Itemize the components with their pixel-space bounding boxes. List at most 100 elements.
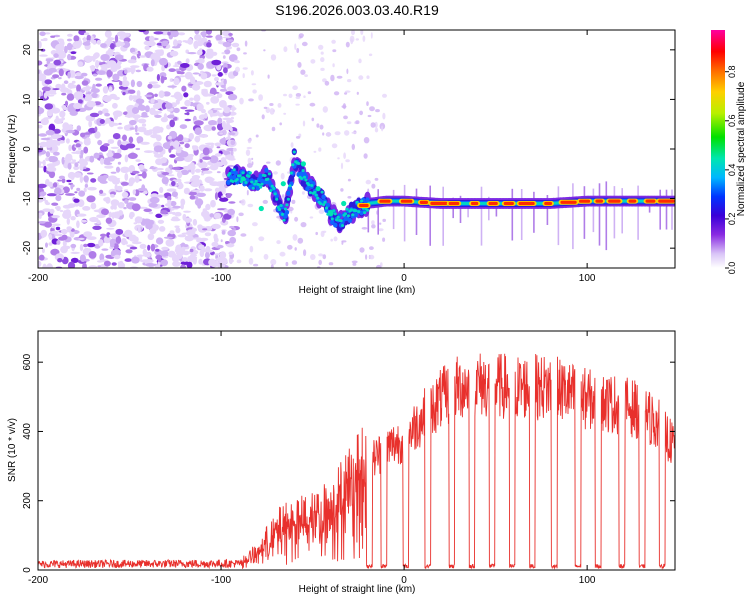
noise-blob	[43, 165, 47, 173]
noise-blob	[43, 92, 48, 99]
noise-blob	[38, 254, 45, 261]
noise-blob	[251, 83, 257, 86]
signal-band	[283, 213, 288, 219]
noise-blob	[315, 231, 319, 236]
noise-blob	[99, 119, 105, 124]
noise-blob	[208, 258, 217, 267]
x-tick-label: 0	[401, 575, 407, 586]
noise-blob	[356, 91, 359, 95]
noise-blob	[200, 31, 207, 36]
noise-blob	[90, 35, 95, 44]
noise-blob	[276, 240, 281, 245]
noise-blob	[54, 134, 63, 139]
signal-band	[319, 202, 323, 206]
signal-band	[353, 212, 358, 218]
noise-blob	[146, 66, 154, 72]
noise-blob	[208, 120, 217, 126]
noise-blob	[176, 60, 182, 65]
noise-blob	[336, 75, 343, 79]
noise-blob	[217, 112, 224, 117]
noise-blob	[363, 153, 368, 159]
noise-blob	[325, 132, 332, 137]
noise-blob	[51, 202, 59, 206]
noise-blob	[287, 244, 293, 250]
noise-blob	[196, 103, 204, 112]
noise-blob	[62, 204, 72, 209]
noise-blob	[61, 178, 66, 184]
noise-blob	[136, 254, 145, 257]
noise-blob	[310, 254, 316, 260]
noise-blob	[295, 136, 301, 139]
noise-blob	[330, 238, 334, 242]
noise-blob	[147, 244, 151, 251]
noise-blob	[217, 117, 223, 124]
noise-blob	[169, 200, 177, 207]
noise-blob	[159, 226, 166, 232]
noise-blob	[316, 123, 320, 128]
noise-blob	[76, 84, 82, 93]
noise-blob	[177, 234, 187, 238]
noise-blob	[331, 39, 336, 44]
snr-ticks: -200 -100 0 100 0 200 400 600	[22, 331, 675, 586]
noise-blob	[376, 264, 382, 268]
noise-blob	[222, 41, 232, 48]
noise-blob	[186, 229, 196, 236]
noise-blob	[70, 216, 76, 221]
noise-blob	[277, 103, 282, 108]
noise-blob	[128, 177, 136, 185]
noise-blob	[138, 164, 145, 171]
noise-blob	[347, 178, 351, 182]
noise-blob	[181, 85, 187, 92]
noise-blob	[167, 114, 175, 119]
noise-blob	[301, 41, 308, 47]
noise-blob	[138, 30, 146, 33]
signal-streak	[592, 188, 595, 233]
signal-band	[232, 168, 236, 172]
noise-blob	[258, 94, 263, 101]
noise-blob	[95, 77, 103, 81]
x-tick-label: 100	[579, 575, 596, 586]
colorbar-tick-label: 0.2	[727, 213, 737, 226]
noise-blob	[245, 149, 251, 156]
noise-blob	[79, 244, 84, 252]
noise-blob	[167, 174, 175, 177]
noise-blob	[127, 59, 137, 64]
noise-blob	[371, 220, 375, 225]
noise-blob	[157, 171, 162, 175]
signal-band	[339, 219, 343, 223]
signal-band	[258, 173, 263, 179]
noise-blob	[216, 171, 221, 174]
noise-blob	[73, 102, 83, 110]
noise-blob	[332, 63, 335, 68]
noise-blob	[124, 241, 128, 245]
noise-blob	[44, 221, 52, 228]
noise-blob	[382, 237, 386, 242]
noise-blob	[228, 251, 234, 256]
signal-band	[357, 210, 361, 214]
noise-blob	[178, 75, 186, 78]
noise-blob	[347, 79, 352, 83]
noise-blob	[96, 214, 106, 219]
noise-blob	[167, 31, 171, 36]
noise-blob	[58, 175, 65, 180]
noise-blob	[153, 145, 164, 153]
noise-blob	[108, 233, 119, 238]
noise-blob	[194, 168, 201, 173]
noise-blob	[155, 237, 164, 245]
noise-blob	[214, 153, 222, 157]
noise-blob	[250, 70, 254, 76]
signal-band	[285, 203, 289, 207]
noise-blob	[155, 213, 163, 218]
noise-blob	[258, 236, 265, 242]
noise-blob	[70, 184, 75, 188]
noise-blob	[290, 142, 294, 148]
signal-band	[278, 208, 282, 212]
noise-blob	[135, 132, 140, 135]
noise-blob	[280, 172, 285, 180]
snr-panel: -200 -100 0 100 0 200 400 600 Height of straigh…	[7, 330, 676, 595]
noise-blob	[322, 132, 325, 136]
noise-blob	[381, 125, 384, 132]
noise-blob	[38, 133, 47, 137]
noise-blob	[184, 118, 192, 122]
noise-blob	[117, 139, 122, 147]
